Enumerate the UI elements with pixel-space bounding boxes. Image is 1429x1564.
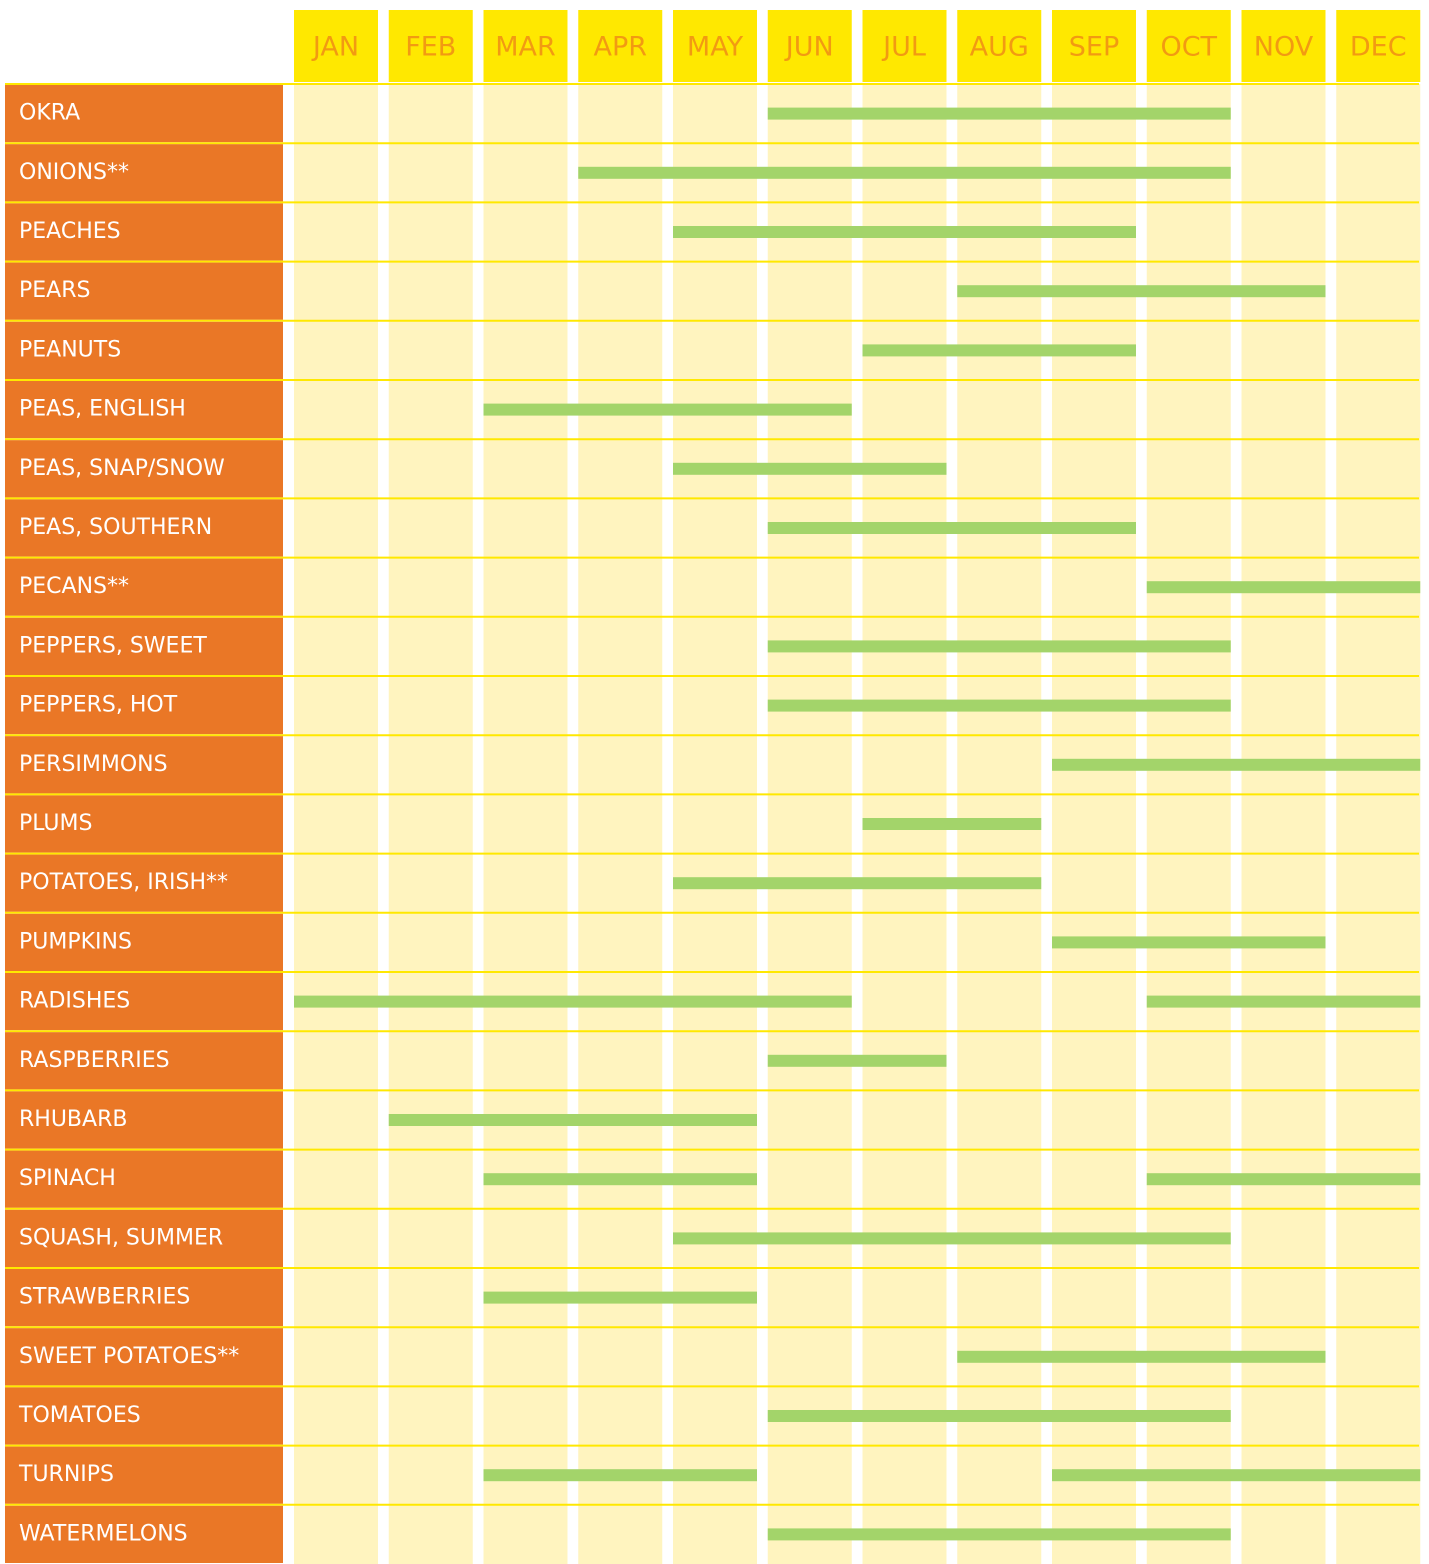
season-bar (484, 1292, 758, 1304)
row-label: PEAS, ENGLISH (19, 397, 186, 422)
row-label: TOMATOES (18, 1403, 141, 1428)
row-label: PEANUTS (19, 337, 121, 362)
row-label: ONIONS** (19, 160, 129, 185)
season-bar (673, 463, 947, 475)
month-column (484, 84, 568, 1564)
row-label: TURNIPS (18, 1462, 114, 1487)
season-bar (484, 404, 852, 416)
row-label: PEACHES (19, 219, 121, 244)
season-bar (389, 1114, 757, 1126)
season-bar (768, 108, 1231, 120)
row-label: RHUBARB (19, 1107, 127, 1132)
season-bar (578, 167, 1231, 179)
row-label: STRAWBERRIES (19, 1285, 190, 1310)
month-label: JUL (881, 32, 926, 63)
month-column (578, 84, 662, 1564)
chart: JAN FEB MAR APR MAY JUN JUL AUG SEP OCT NOV DEC OKRA… (0, 0, 1429, 1564)
month-column (768, 84, 852, 1564)
month-label: JUN (784, 32, 834, 63)
season-bar (957, 285, 1325, 297)
row-label: PUMPKINS (19, 929, 132, 954)
month-column (673, 84, 757, 1564)
season-bar (768, 522, 1136, 534)
row-label: PEARS (19, 278, 90, 303)
row-label: PEPPERS, SWEET (19, 633, 207, 658)
row-label: PEPPERS, HOT (19, 693, 178, 718)
season-bar (768, 1410, 1231, 1422)
row-label: SQUASH, SUMMER (19, 1225, 223, 1250)
month-column (294, 84, 378, 1564)
season-bar (768, 700, 1231, 712)
row-label: PLUMS (19, 811, 92, 836)
season-bar (768, 1055, 947, 1067)
season-bar (1052, 936, 1326, 948)
month-label: MAR (495, 32, 556, 63)
season-bar (957, 1351, 1325, 1363)
season-bar (1147, 996, 1421, 1008)
month-column (1052, 84, 1136, 1564)
month-label: OCT (1160, 32, 1217, 63)
page: JAN FEB MAR APR MAY JUN JUL AUG SEP OCT NOV DEC OKRA… (0, 0, 1429, 1564)
season-bar (863, 818, 1042, 830)
month-label: FEB (405, 32, 456, 63)
row-label: SWEET POTATOES** (19, 1344, 239, 1369)
season-bar (1052, 1469, 1420, 1481)
month-label: MAY (687, 32, 744, 63)
month-label: APR (593, 32, 647, 63)
month-column (1336, 84, 1420, 1564)
month-column (1242, 84, 1326, 1564)
season-bar (673, 226, 1136, 238)
month-column (389, 84, 473, 1564)
row-label: PERSIMMONS (19, 752, 168, 777)
month-label: NOV (1254, 32, 1314, 63)
season-bar (673, 1232, 1231, 1244)
season-bar (484, 1469, 758, 1481)
row-label: WATERMELONS (19, 1521, 188, 1546)
season-bar (294, 996, 852, 1008)
month-label: SEP (1069, 32, 1119, 63)
month-column (1147, 84, 1231, 1564)
row-label: PEAS, SNAP/SNOW (19, 456, 225, 481)
season-bar (768, 640, 1231, 652)
row-label: RASPBERRIES (19, 1048, 170, 1073)
month-label: DEC (1350, 32, 1407, 63)
season-bar (1147, 581, 1421, 593)
month-label: JAN (311, 32, 359, 63)
row-label: PEAS, SOUTHERN (19, 515, 212, 540)
row-label: SPINACH (19, 1166, 116, 1191)
season-bar (1147, 1173, 1421, 1185)
season-bar (673, 877, 1041, 889)
season-bar (768, 1528, 1231, 1540)
row-label: OKRA (19, 101, 80, 126)
season-bar (484, 1173, 758, 1185)
month-label: AUG (970, 32, 1029, 63)
row-label: PECANS** (19, 574, 129, 599)
season-bar (863, 344, 1137, 356)
row-label: RADISHES (19, 989, 130, 1014)
season-bar (1052, 759, 1420, 771)
row-label: POTATOES, IRISH** (19, 870, 228, 895)
